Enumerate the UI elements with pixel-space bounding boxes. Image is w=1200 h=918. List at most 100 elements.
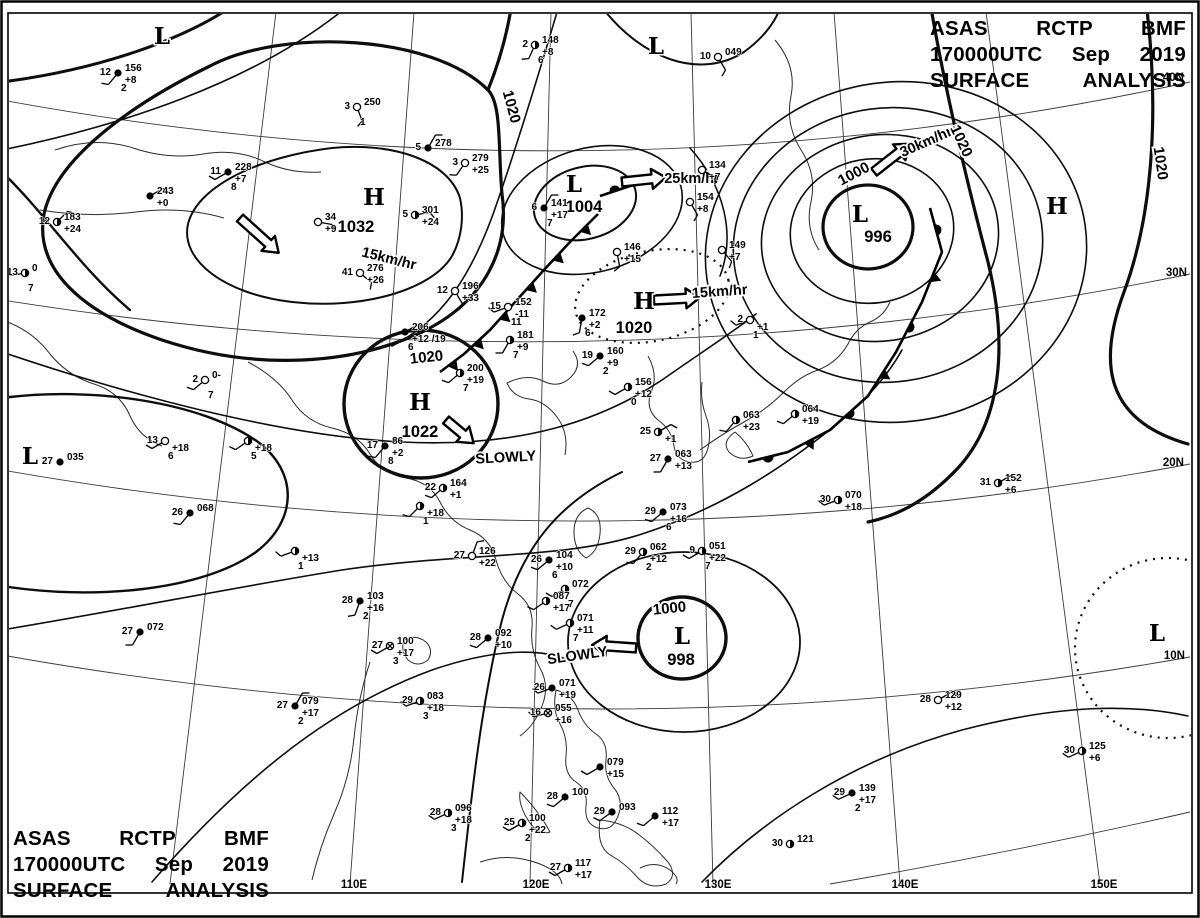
station-symbol-half	[448, 809, 452, 817]
title-line-2: 170000UTC Sep 2019	[13, 853, 269, 876]
isobar-ring	[704, 80, 1088, 424]
station-change: +15	[607, 769, 624, 780]
station-symbol	[460, 158, 470, 168]
isobar	[186, 145, 463, 305]
station-pressure: 152	[515, 297, 532, 308]
station-plot: 200+197	[441, 362, 485, 395]
cold-front-triangle	[447, 359, 458, 371]
wind-barb-feather	[608, 390, 616, 396]
station-change: +2	[589, 320, 601, 331]
wind-barb-feather	[730, 320, 737, 326]
station-temp: 19	[582, 350, 594, 361]
coastline	[598, 819, 673, 887]
station-change: -11	[515, 309, 529, 320]
latitude-label: 10N	[1164, 650, 1185, 662]
station-pressure: 148	[542, 35, 559, 46]
map-frame	[7, 12, 1193, 894]
station-plot: 22 164+1	[424, 477, 467, 501]
station-pressure: 279	[472, 153, 489, 164]
wind-barb-feather	[347, 614, 355, 617]
meridian-line	[529, 14, 552, 885]
isobar-ring	[821, 183, 915, 271]
station-change: +17	[302, 708, 319, 719]
cold-front-triangle	[804, 438, 814, 450]
station-symbol-half	[643, 548, 647, 556]
station-symbol	[664, 455, 672, 463]
station-plot: 30 125+6	[1062, 740, 1107, 765]
station-change: +12	[635, 389, 652, 400]
isobar	[1108, 14, 1190, 446]
station-symbol	[355, 268, 365, 278]
station-pressure: 062	[650, 542, 667, 553]
wind-barb-feather	[528, 711, 534, 718]
station-extra: 11	[511, 317, 522, 328]
station-plot: 29 073+166	[644, 501, 688, 533]
wind-barb-feather	[229, 446, 236, 451]
station-plot: 087+17	[527, 590, 571, 615]
wind-barb-feather	[832, 794, 839, 800]
longitude-label: 130E	[705, 879, 732, 891]
station-temp: 27	[650, 453, 662, 464]
cold-front-triangle	[499, 311, 511, 323]
wind-barb-feather	[370, 649, 378, 655]
station-plot: +181	[402, 501, 445, 528]
station-change: +8	[697, 204, 709, 215]
station-symbol	[578, 314, 586, 322]
station-temp: 22	[425, 482, 437, 493]
warm-front-semicircle	[844, 409, 855, 419]
wind-barb-feather	[428, 814, 435, 820]
station-temp: 30	[1064, 745, 1076, 756]
latitude-label: 20N	[1163, 457, 1184, 469]
station-change: +22	[709, 553, 726, 564]
station-temp: 25	[640, 426, 652, 437]
station-symbol-half	[57, 218, 61, 226]
station-plot: 5 278	[415, 134, 453, 154]
meridian-line	[985, 14, 1101, 885]
station-extra: 7	[513, 350, 519, 361]
title-line-2: 170000UTC Sep 2019	[930, 43, 1186, 66]
station-pressure: 181	[517, 330, 534, 341]
station-pressure: 092	[495, 628, 512, 639]
station-extra: 7	[568, 599, 574, 610]
station-extra: 7	[705, 561, 711, 572]
cold-front-line	[439, 213, 599, 374]
pressure-value: 996	[864, 228, 892, 246]
coastline	[311, 661, 371, 881]
station-temp: 10	[700, 51, 712, 62]
wind-barb-feather	[162, 187, 170, 193]
station-temp: 2	[522, 39, 528, 50]
station-extra: 1	[423, 516, 429, 527]
isobar-value-label: 1020	[409, 347, 444, 367]
station-symbol-half	[838, 496, 842, 504]
station-change: +10	[495, 640, 512, 651]
station-plot: 10 049	[699, 46, 743, 77]
station-change: +17	[553, 603, 570, 614]
station-pressure: 34	[325, 212, 337, 223]
isobar-ring	[760, 133, 1000, 343]
motion-arrow	[441, 415, 475, 445]
wind-barb-feather	[548, 871, 556, 877]
station-plot: 3 279+25	[449, 152, 490, 177]
station-extra: 6	[168, 451, 174, 462]
station-temp: 16	[530, 707, 542, 718]
station-temp: 27	[42, 456, 54, 467]
station-pressure: 072	[147, 622, 164, 633]
title-line-1: ASAS RCTP BMF	[930, 17, 1186, 40]
station-change: +2	[392, 448, 404, 459]
station-change: +17	[575, 870, 592, 881]
station-change: +11	[577, 625, 594, 636]
station-extra: 6	[666, 522, 672, 533]
station-plot: 243+0	[146, 185, 175, 210]
coastline	[554, 689, 621, 830]
wind-barb-feather	[693, 214, 699, 222]
station-plot: 11 228+78	[208, 161, 253, 194]
cold-front-triangle	[552, 252, 564, 264]
isobar-ring	[567, 551, 801, 733]
station-plot: 112+17	[636, 805, 680, 830]
station-plot: 079+15	[580, 756, 625, 781]
station-plot: 29 062+122	[624, 541, 668, 573]
station-pressure: 064	[802, 404, 819, 415]
station-pressure: 049	[725, 47, 742, 58]
longitude-label: 110E	[341, 879, 368, 891]
wind-barb-feather	[521, 57, 529, 60]
